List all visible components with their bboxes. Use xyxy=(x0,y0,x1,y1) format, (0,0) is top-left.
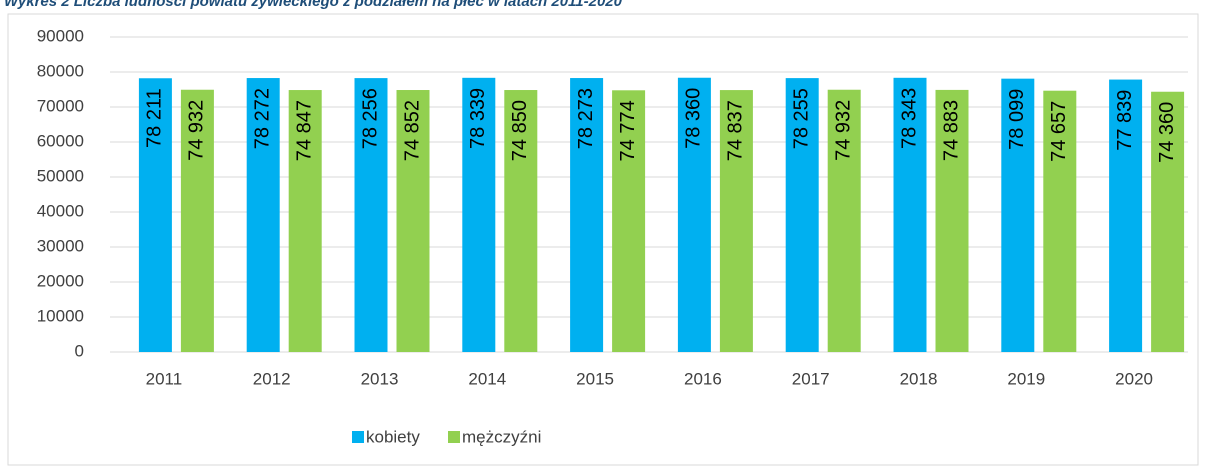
bar xyxy=(1043,90,1077,352)
bar xyxy=(504,90,538,353)
bar xyxy=(288,90,322,353)
data-label: 74 932 xyxy=(832,100,854,161)
y-tick-label: 90000 xyxy=(37,26,84,45)
data-label: 74 847 xyxy=(293,100,315,161)
bar xyxy=(396,90,430,352)
y-tick-label: 40000 xyxy=(37,201,84,220)
data-label: 74 883 xyxy=(940,100,962,161)
bar xyxy=(893,77,927,352)
data-label: 74 850 xyxy=(509,100,531,161)
data-label: 74 852 xyxy=(401,100,423,161)
x-tick-label: 2017 xyxy=(792,369,830,388)
x-tick-label: 2020 xyxy=(1115,369,1153,388)
legend-label: mężczyźni xyxy=(462,427,541,446)
bar xyxy=(827,89,861,352)
data-label: 74 774 xyxy=(617,100,639,161)
bar xyxy=(246,78,280,352)
data-label: 74 657 xyxy=(1048,101,1070,162)
bar xyxy=(354,78,388,352)
bar xyxy=(935,89,969,353)
bar xyxy=(462,77,496,352)
legend-swatch xyxy=(448,431,460,443)
bar xyxy=(570,78,604,353)
data-label: 78 272 xyxy=(251,88,273,149)
y-tick-label: 30000 xyxy=(37,236,84,255)
bar xyxy=(180,89,214,352)
data-label: 74 360 xyxy=(1156,102,1178,163)
bar xyxy=(719,90,753,353)
x-tick-label: 2019 xyxy=(1007,369,1045,388)
bar xyxy=(1001,78,1035,352)
y-tick-label: 70000 xyxy=(37,96,84,115)
data-label: 78 099 xyxy=(1006,89,1028,150)
bar xyxy=(1151,91,1185,353)
y-tick-label: 0 xyxy=(75,341,84,360)
legend-label: kobiety xyxy=(366,427,420,446)
legend-swatch xyxy=(352,431,364,443)
y-tick-label: 10000 xyxy=(37,306,84,325)
y-tick-label: 60000 xyxy=(37,131,84,150)
data-label: 78 256 xyxy=(359,88,381,149)
bar xyxy=(677,77,711,353)
x-tick-label: 2014 xyxy=(468,369,506,388)
bar xyxy=(1109,79,1143,352)
data-label: 78 343 xyxy=(898,88,920,149)
y-tick-label: 50000 xyxy=(37,166,84,185)
y-tick-label: 80000 xyxy=(37,61,84,80)
x-tick-label: 2012 xyxy=(253,369,291,388)
bar xyxy=(138,78,172,352)
data-label: 78 255 xyxy=(790,88,812,149)
x-tick-label: 2015 xyxy=(576,369,614,388)
chart-title: Wykres 2 Liczba ludności powiatu żywieck… xyxy=(4,0,623,10)
bar xyxy=(612,90,646,352)
y-tick-label: 20000 xyxy=(37,271,84,290)
x-tick-label: 2016 xyxy=(684,369,722,388)
x-tick-label: 2013 xyxy=(361,369,399,388)
data-label: 78 211 xyxy=(144,88,166,148)
data-label: 77 839 xyxy=(1114,90,1136,151)
data-label: 74 932 xyxy=(186,100,208,161)
x-tick-label: 2011 xyxy=(146,369,183,388)
data-label: 78 339 xyxy=(467,88,489,149)
x-tick-label: 2018 xyxy=(900,369,938,388)
data-label: 78 360 xyxy=(683,88,705,149)
data-label: 78 273 xyxy=(575,88,597,149)
data-label: 74 837 xyxy=(725,100,747,161)
bar xyxy=(785,78,819,353)
